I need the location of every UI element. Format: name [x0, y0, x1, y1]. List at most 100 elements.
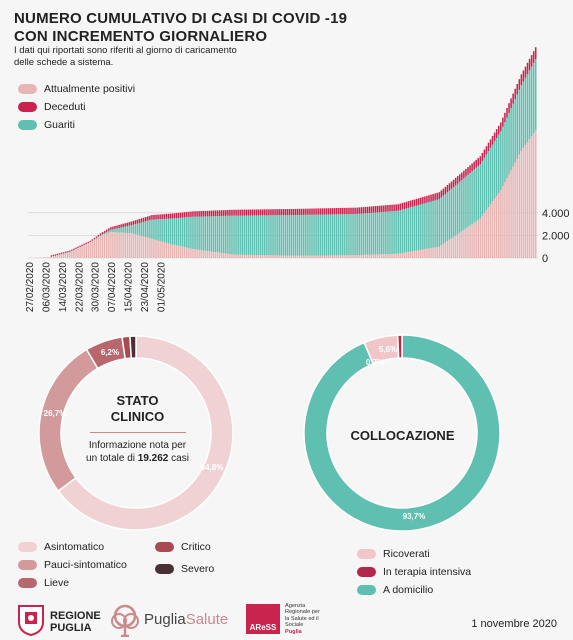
- bar-positivi: [120, 232, 122, 258]
- bar-deceduti: [247, 209, 250, 216]
- bar-deceduti: [266, 209, 268, 216]
- series-deceduti: [50, 47, 537, 257]
- subtitle-line-1: I dati qui riportati sono riferiti al gi…: [14, 45, 237, 56]
- bar-positivi: [376, 254, 379, 258]
- bar-deceduti: [342, 207, 344, 215]
- bar-guariti: [448, 190, 451, 240]
- bar-deceduti: [485, 146, 488, 155]
- bar-guariti: [391, 211, 393, 254]
- bar-guariti: [358, 213, 360, 256]
- bar-guariti: [374, 212, 377, 255]
- bar-guariti: [155, 219, 157, 240]
- bar-positivi: [432, 247, 434, 258]
- bar-positivi: [426, 248, 428, 258]
- bar-positivi: [331, 255, 334, 258]
- bar-positivi: [346, 255, 348, 258]
- bar-positivi: [290, 255, 293, 258]
- stato-note: Informazione nota per un totale di 19.26…: [60, 439, 215, 465]
- clinico-legend-col2: Critico Severo: [155, 538, 214, 578]
- bar-guariti: [311, 214, 313, 256]
- bar-deceduti: [307, 208, 309, 215]
- bar-positivi: [522, 147, 525, 258]
- bar-positivi: [79, 246, 81, 258]
- bar-guariti: [469, 172, 471, 226]
- bar-guariti: [210, 216, 213, 252]
- bar-positivi: [399, 253, 402, 258]
- bar-guariti: [253, 215, 256, 255]
- slice-severo: [129, 335, 137, 359]
- bar-guariti: [393, 211, 395, 254]
- bar-deceduti: [479, 156, 482, 165]
- bar-deceduti: [73, 248, 75, 250]
- bar-positivi: [512, 166, 514, 258]
- series-guariti: [71, 59, 537, 256]
- bar-guariti: [305, 214, 307, 256]
- bar-deceduti: [407, 201, 410, 208]
- bar-positivi: [409, 251, 412, 258]
- bar-guariti: [481, 160, 484, 216]
- bar-deceduti: [165, 213, 168, 219]
- bar-positivi: [46, 257, 49, 258]
- bar-deceduti: [389, 204, 391, 212]
- bar-deceduti: [442, 188, 445, 196]
- bar-guariti: [387, 211, 389, 255]
- bar-deceduti: [516, 83, 519, 95]
- bar-deceduti: [206, 210, 209, 217]
- bar-positivi: [257, 255, 260, 258]
- bar-positivi: [81, 246, 83, 258]
- bar-positivi: [42, 257, 44, 258]
- bar-deceduti: [134, 220, 137, 225]
- bar-guariti: [192, 216, 194, 249]
- chart-title: NUMERO CUMULATIVO DI CASI DI COVID -19 C…: [14, 10, 347, 46]
- bar-positivi: [171, 244, 174, 258]
- bar-positivi: [190, 248, 192, 258]
- bar-guariti: [105, 231, 108, 234]
- legend-item-guariti: Guariti: [18, 116, 135, 134]
- note-line-2: un totale di 19.262 casi: [60, 452, 215, 465]
- bar-deceduti: [374, 206, 377, 213]
- bar-guariti: [518, 89, 521, 155]
- bar-deceduti: [424, 196, 426, 204]
- bar-deceduti: [346, 207, 348, 215]
- bar-deceduti: [323, 208, 326, 215]
- bar-deceduti: [214, 210, 217, 217]
- bar-positivi: [58, 254, 61, 258]
- bar-deceduti: [358, 207, 360, 214]
- bar-deceduti: [409, 200, 412, 208]
- bar-positivi: [75, 248, 77, 258]
- bar-positivi: [372, 254, 375, 258]
- bar-guariti: [368, 212, 371, 255]
- bar-positivi: [173, 244, 176, 258]
- bar-deceduti: [376, 205, 379, 213]
- bar-guariti: [157, 219, 159, 241]
- slice-label: 64,8%: [201, 463, 224, 472]
- bar-guariti: [500, 131, 502, 191]
- bar-positivi: [329, 255, 332, 258]
- bar-positivi: [444, 242, 447, 258]
- bar-deceduti: [370, 206, 373, 213]
- bar-positivi: [467, 226, 469, 258]
- bar-deceduti: [448, 183, 451, 191]
- agenzia-text: Agenzia Regionale per la Salute ed il So…: [285, 603, 320, 629]
- bar-deceduti: [69, 250, 71, 252]
- y-tick-label: 4.000: [542, 208, 570, 220]
- bar-deceduti: [454, 177, 457, 186]
- bar-deceduti: [173, 213, 176, 219]
- bar-guariti: [97, 236, 100, 238]
- x-tick-label: 22/03/2020: [74, 262, 85, 312]
- bar-deceduti: [315, 208, 317, 215]
- bar-deceduti: [105, 229, 108, 232]
- bar-positivi: [77, 247, 79, 258]
- bar-positivi: [255, 255, 258, 258]
- bar-deceduti: [356, 207, 358, 214]
- bar-positivi: [526, 141, 529, 258]
- bar-deceduti: [532, 51, 535, 63]
- bar-guariti: [202, 216, 204, 251]
- bar-deceduti: [491, 135, 494, 145]
- bar-positivi: [253, 254, 256, 258]
- bar-deceduti: [383, 205, 385, 212]
- bar-guariti: [169, 218, 172, 244]
- aress-agency-text: Agenzia Regionale per la Salute ed il So…: [285, 603, 321, 635]
- bar-guariti: [126, 226, 129, 233]
- title-line-1: NUMERO CUMULATIVO DI CASI DI COVID -19: [14, 10, 348, 27]
